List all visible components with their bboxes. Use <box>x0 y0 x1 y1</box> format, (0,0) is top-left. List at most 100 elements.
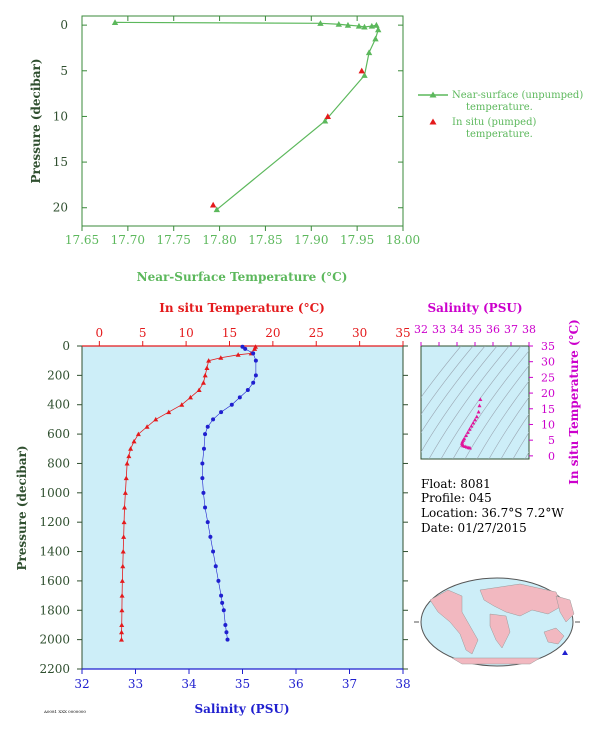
unpumped-temperature-point <box>213 206 221 213</box>
salinity-tick-label: 37 <box>342 677 357 691</box>
ts-y-axis-label: In situ Temperature (°C) <box>567 319 581 485</box>
density-contour <box>476 380 529 459</box>
density-contour <box>500 413 529 459</box>
legend-label-pumped-2: temperature. <box>466 129 533 140</box>
unpumped-temperature-point <box>368 22 376 29</box>
temperature-tick-label: 25 <box>309 326 324 340</box>
salinity-profile-point <box>219 410 224 415</box>
temperature-profile-point <box>252 346 258 351</box>
temperature-profile-point <box>124 460 130 466</box>
salinity-tick-label: 33 <box>128 677 143 691</box>
salinity-tick-label: 34 <box>181 677 197 691</box>
near-surface-y-tick-label: 20 <box>53 201 68 215</box>
salinity-profile-point <box>216 578 221 583</box>
profile-pressure-ticks: 0 200 400 600 800 1000 1200 1400 1600 1800 2000 220… <box>39 339 408 676</box>
ts-diagram: 32 33 34 35 36 37 38 0 5 10 15 20 25 30 35 Salinity (… <box>414 301 581 485</box>
unpumped-temperature-point <box>373 21 380 28</box>
legend-marker-unpumped <box>429 91 437 98</box>
salinity-profile-point <box>240 344 245 349</box>
density-contour <box>440 346 522 459</box>
near-surface-x-tick-label: 17.75 <box>157 233 191 247</box>
salinity-profile-point <box>245 388 250 393</box>
salinity-profile-point <box>213 564 218 569</box>
salinity-profile-point <box>203 505 208 510</box>
legend-label-pumped-1: In situ (pumped) <box>452 117 536 128</box>
map-land-north-america <box>555 595 575 623</box>
date: Date: 01/27/2015 <box>421 521 527 535</box>
temperature-profile-point <box>120 549 126 554</box>
ts-x-tick-label: 37 <box>504 323 518 336</box>
map-land-eurasia <box>479 583 563 617</box>
temperature-profile-point <box>119 578 125 583</box>
density-contour <box>488 396 529 459</box>
density-contour <box>421 346 474 415</box>
salinity-tick-label: 36 <box>288 677 303 691</box>
salinity-profile-point <box>251 380 256 385</box>
salinity-profile-point <box>251 351 256 356</box>
salinity-profile-point <box>225 637 230 642</box>
density-contour <box>421 346 486 434</box>
unpumped-temperature-point <box>361 72 368 78</box>
temperature-profile-point <box>128 446 134 451</box>
temperature-profile-point <box>123 475 129 481</box>
salinity-profile-point <box>243 346 248 351</box>
salinity-profile-point <box>229 402 234 407</box>
ts-y-tick-label: 0 <box>548 450 555 463</box>
temperature-profile-point <box>153 416 159 422</box>
ts-x-tick-label: 36 <box>486 323 500 336</box>
ts-y-tick-label: 25 <box>541 371 555 384</box>
ts-point <box>473 417 477 422</box>
unpumped-temperature-point <box>361 23 368 30</box>
temperature-profile-point <box>202 372 208 378</box>
temperature-tick-label: 0 <box>96 326 104 340</box>
near-surface-chart: 17.65 17.70 17.75 17.80 17.85 17.90 17.95 18.00… <box>29 15 583 284</box>
near-surface-y-tick-label: 10 <box>53 109 68 123</box>
near-surface-x-tick-label: 17.95 <box>340 233 374 247</box>
density-contour <box>421 346 462 398</box>
ts-y-tick-label: 10 <box>541 418 555 431</box>
salinity-profile-point <box>219 593 224 598</box>
near-surface-series <box>111 19 382 213</box>
pumped-temperature-point <box>358 67 365 74</box>
ts-y-tick-label: 35 <box>541 340 555 353</box>
pressure-tick-label: 2200 <box>39 662 70 676</box>
ts-point <box>474 414 479 419</box>
salinity-tick-label: 35 <box>235 677 250 691</box>
float-id: Float: 8081 <box>421 477 491 491</box>
pressure-tick-label: 1200 <box>39 515 70 529</box>
temperature-tick-label: 30 <box>352 326 367 340</box>
temperature-tick-label: 15 <box>222 326 237 340</box>
temperature-profile-point <box>120 563 126 569</box>
temperature-profile-point <box>144 424 150 429</box>
pressure-tick-label: 0 <box>62 339 70 353</box>
ts-x-tick-label: 34 <box>450 323 464 336</box>
profile-plot-background <box>82 346 403 669</box>
unpumped-temperature-point <box>321 117 329 124</box>
salinity-profile-point <box>200 461 205 466</box>
near-surface-plot-frame <box>81 15 404 227</box>
salinity-profile-point <box>253 373 258 378</box>
salinity-profile-point <box>208 534 213 539</box>
ts-x-tick-label: 33 <box>432 323 446 336</box>
near-surface-y-axis-label: Pressure (decibar) <box>29 58 43 183</box>
unpumped-temperature-point <box>355 22 363 29</box>
density-contour <box>464 365 529 459</box>
map-land-antarctica <box>451 657 541 665</box>
ts-point <box>469 424 474 428</box>
temperature-profile-point <box>166 409 172 415</box>
ts-point <box>471 420 476 425</box>
unpumped-temperature-point <box>335 21 342 27</box>
legend-marker-pumped <box>429 118 437 125</box>
map-land-australia <box>543 627 565 645</box>
salinity-axis-ticks: 32 33 34 35 36 37 38 <box>74 669 411 691</box>
ts-point <box>467 445 472 450</box>
pressure-tick-label: 600 <box>47 427 70 441</box>
salinity-tick-label: 32 <box>74 677 89 691</box>
near-surface-y-tick-label: 15 <box>53 155 68 169</box>
legend-label-unpumped-2: temperature. <box>466 102 533 113</box>
temperature-profile-point <box>119 629 125 635</box>
pressure-tick-label: 400 <box>47 398 70 412</box>
near-surface-x-axis-label: Near-Surface Temperature (°C) <box>137 270 348 284</box>
near-surface-x-tick-label: 18.00 <box>386 233 420 247</box>
salinity-profile-point <box>237 395 242 400</box>
